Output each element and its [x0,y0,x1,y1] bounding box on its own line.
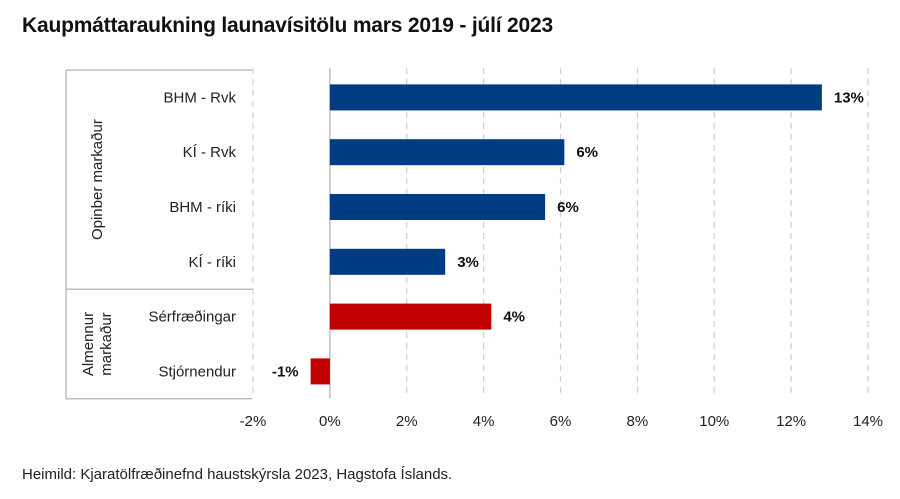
group-labels: Opinber markaður Almennur markaður [80,119,115,376]
data-label: 13% [834,89,864,106]
bar [329,303,492,330]
data-label: 4% [503,309,525,326]
bar [329,194,546,220]
data-label: 6% [576,144,598,161]
x-axis-ticks: -2% 0% 2% 4% 6% 8% 10% 12% 14% [240,413,883,430]
bar [329,139,565,166]
x-tick-label: 12% [776,413,806,430]
x-tick-label: 2% [396,413,418,430]
bar [329,248,446,275]
x-tick-label: 0% [319,413,341,430]
bar [329,84,822,111]
category-label: BHM - ríki [169,199,236,216]
x-tick-label: 4% [473,413,495,430]
x-tick-label: -2% [240,413,267,430]
data-label: 3% [457,254,479,271]
category-labels: BHM - Rvk KÍ - Rvk BHM - ríki KÍ - ríki Sérf… [148,89,236,380]
x-tick-label: 8% [627,413,649,430]
data-label: -1% [272,363,299,380]
bars [310,84,822,385]
category-label: BHM - Rvk [164,89,237,106]
category-label: Stjórnendur [158,363,236,380]
source-note: Heimild: Kjaratölfræðinefnd haustskýrsla… [22,466,453,483]
bar [310,358,330,385]
grid-lines [252,68,869,398]
x-tick-label: 10% [699,413,729,430]
group-label: Opinber markaður [89,119,106,240]
data-label: 6% [557,199,579,216]
group-label: Almennur [80,312,97,376]
group-brackets [65,69,252,400]
chart-title: Kaupmáttaraukning launavísitölu mars 201… [22,14,553,37]
category-label: KÍ - Rvk [183,144,237,161]
group-label: markaður [98,312,115,375]
category-label: Sérfræðingar [148,309,236,326]
x-tick-label: 14% [853,413,883,430]
x-tick-label: 6% [550,413,572,430]
data-labels: 13% 6% 6% 3% 4% -1% [272,89,864,380]
category-label: KÍ - ríki [189,254,237,271]
